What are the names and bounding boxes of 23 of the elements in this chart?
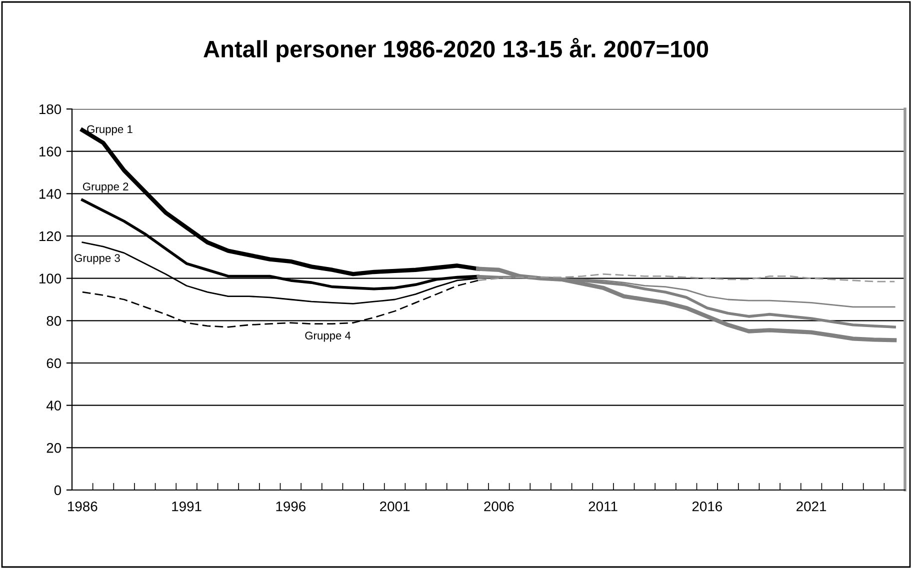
series-label: Gruppe 3	[74, 254, 120, 264]
x-tick-label: 2021	[796, 501, 826, 512]
y-tick-label: 20	[46, 443, 62, 453]
y-tick-label: 100	[39, 274, 62, 284]
y-tick-label: 0	[54, 485, 62, 496]
y-tick-label: 180	[39, 104, 62, 114]
x-tick-label: 1986	[68, 501, 98, 512]
y-tick-label: 60	[46, 358, 62, 368]
y-tick-label: 120	[39, 231, 62, 242]
chart-title: Antall personer 1986-2020 13-15 år. 2007=100	[204, 38, 708, 62]
y-tick-label: 140	[39, 189, 62, 199]
y-tick-label: 40	[46, 400, 62, 411]
y-tick-label: 80	[46, 316, 62, 326]
x-tick-label: 1991	[172, 501, 202, 512]
x-tick-label: 1996	[276, 501, 306, 512]
x-tick-label: 2016	[692, 501, 722, 512]
series-label: Gruppe 2	[82, 182, 128, 193]
series-label: Gruppe 4	[305, 332, 351, 342]
x-tick-label: 2001	[380, 501, 410, 512]
series-label: Gruppe 1	[87, 125, 132, 136]
x-tick-label: 2006	[484, 501, 514, 512]
x-tick-label: 2011	[588, 501, 618, 512]
y-tick-label: 160	[39, 146, 62, 157]
